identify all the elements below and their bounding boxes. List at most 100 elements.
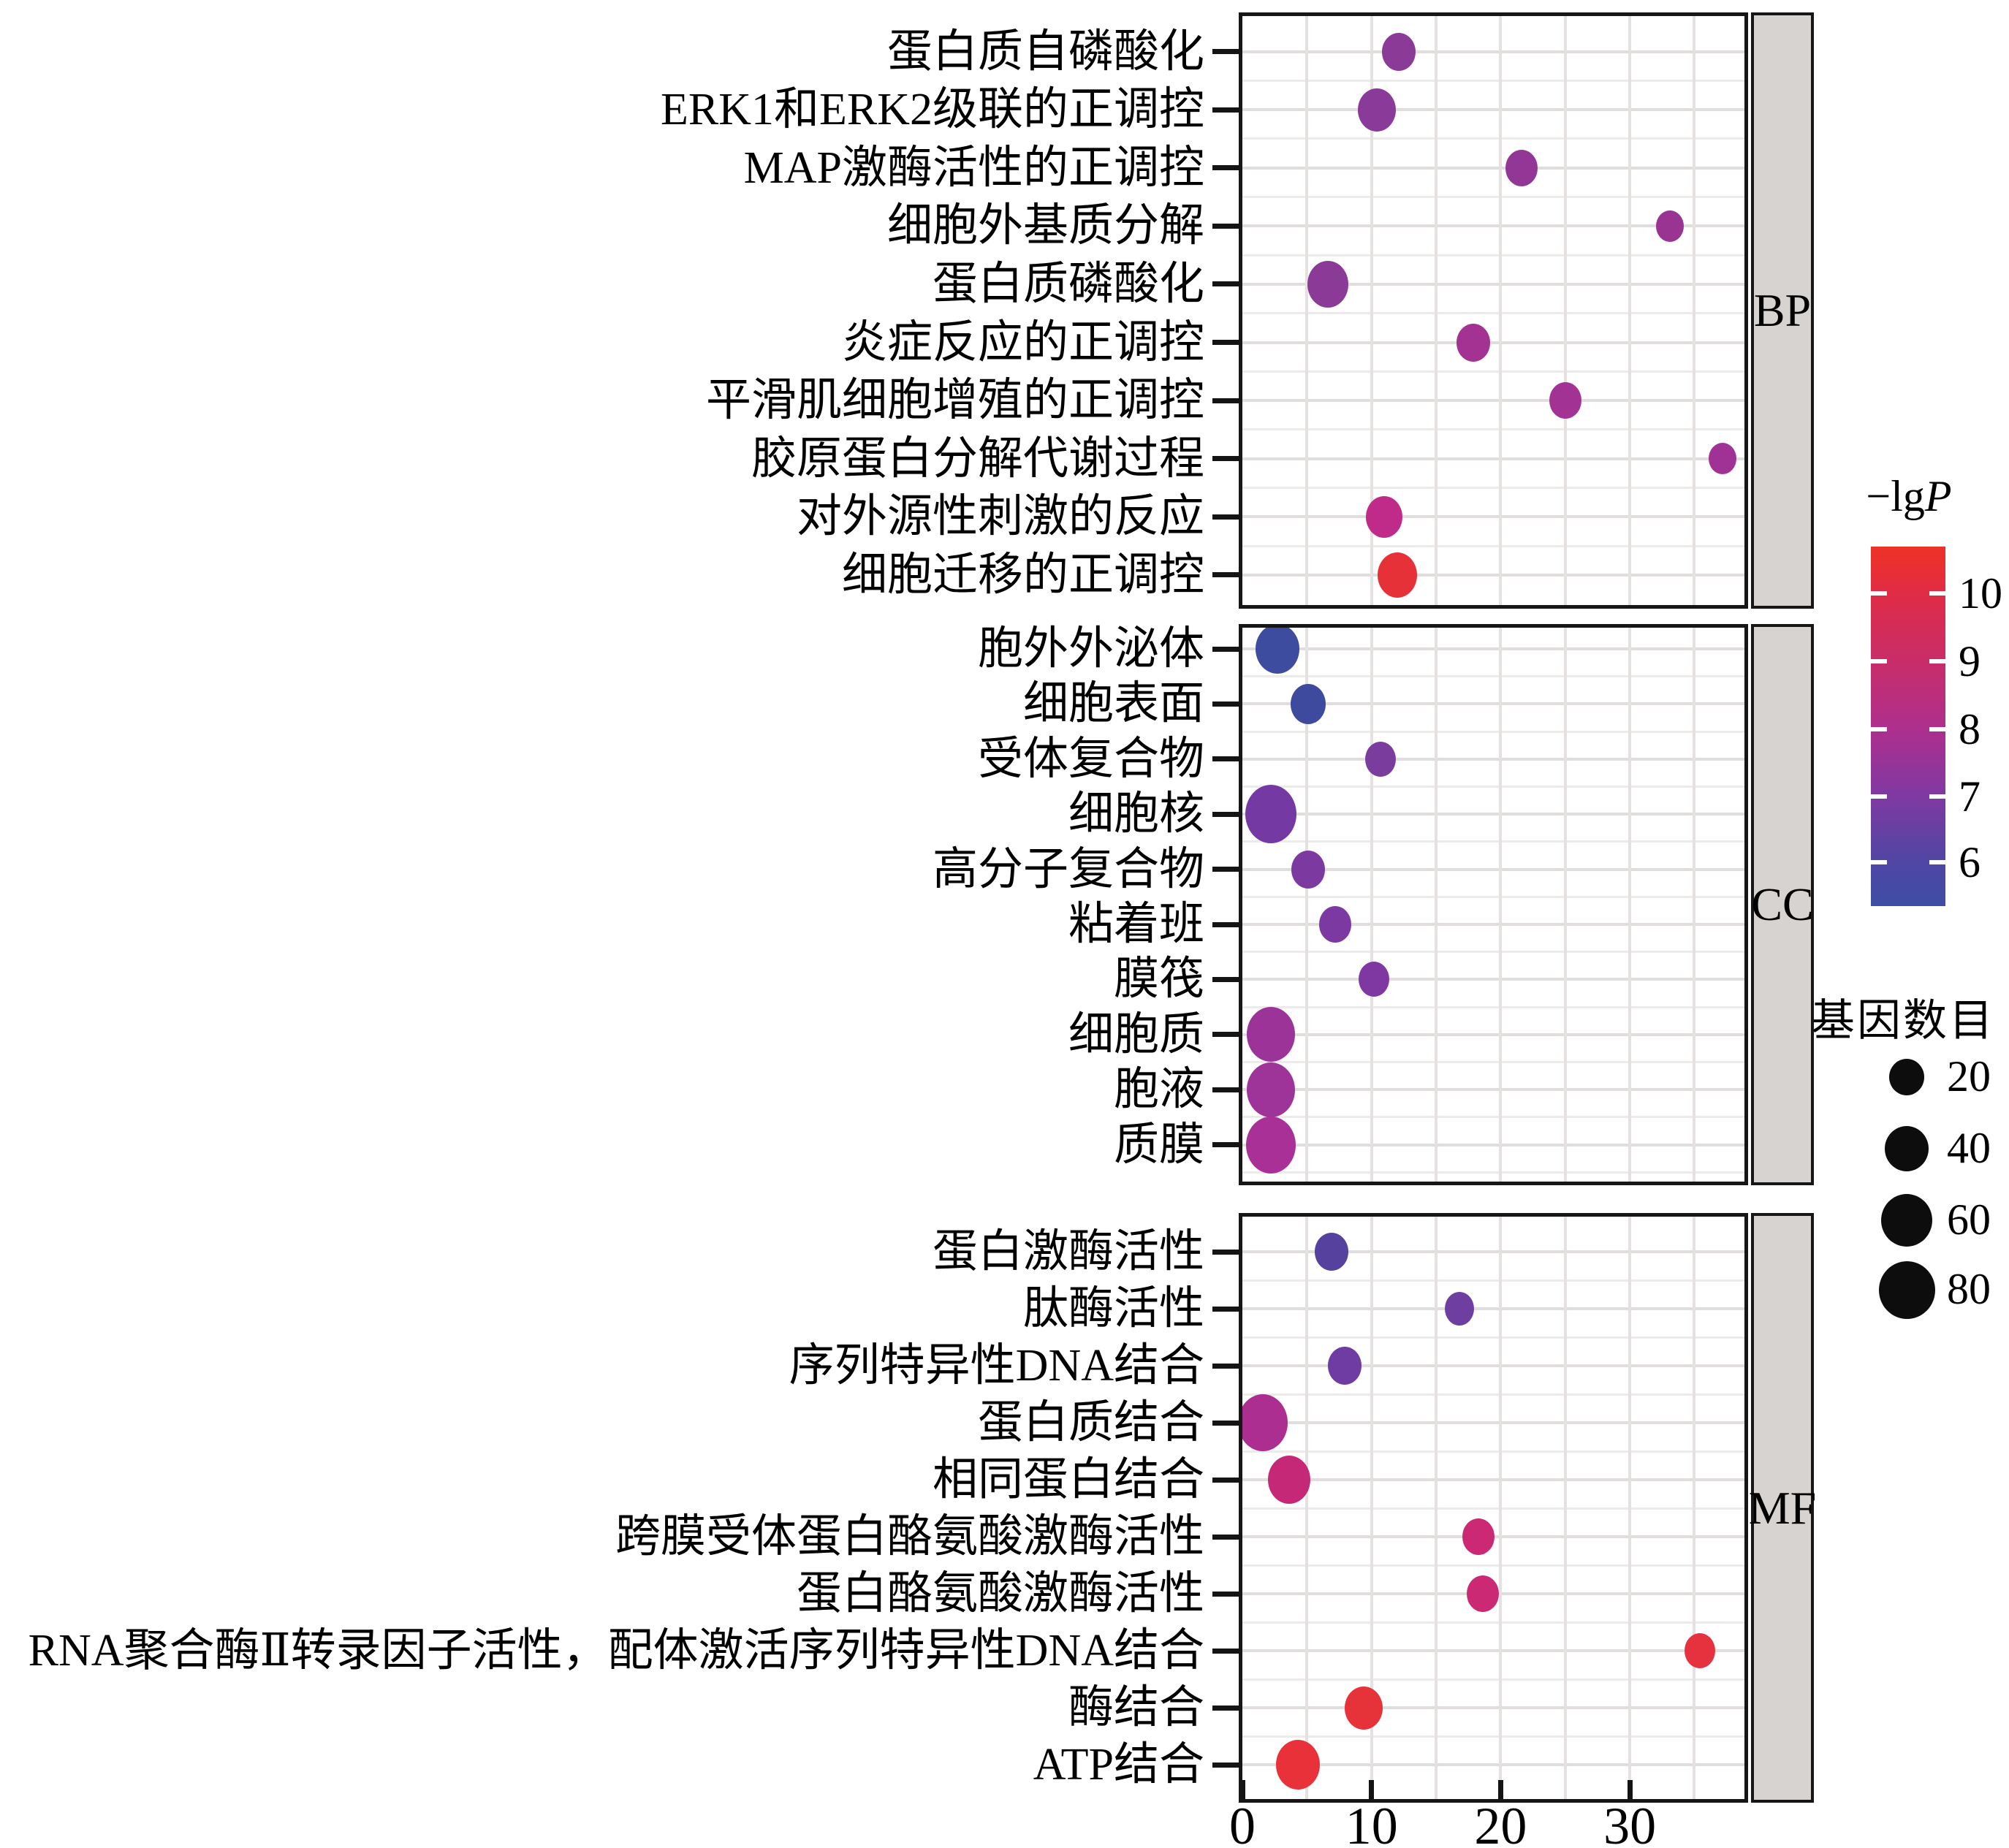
size-legend-dot-60	[1881, 1194, 1932, 1247]
horizontal-gridline	[1242, 1364, 1744, 1367]
horizontal-gridline	[1242, 457, 1744, 460]
data-point-cc-5	[1291, 850, 1326, 889]
vertical-gridline	[1693, 1217, 1696, 1799]
y-axis-tick	[1212, 1306, 1239, 1312]
data-point-bp-3	[1505, 149, 1538, 186]
colorbar-tick-left	[1871, 727, 1887, 731]
row-label-mf-1: 蛋白激酶活性	[932, 1227, 1204, 1277]
y-axis-tick	[1212, 398, 1239, 403]
y-axis-tick	[1212, 1420, 1239, 1426]
y-axis-tick	[1212, 1534, 1239, 1540]
row-label-cc-3: 受体复合物	[977, 734, 1204, 784]
x-axis-tick-label-0: 0	[1229, 1797, 1256, 1848]
data-point-mf-7	[1466, 1575, 1499, 1612]
row-label-mf-8: RNA聚合酶Ⅱ转录因子活性，配体激活序列特异性DNA结合	[28, 1626, 1204, 1676]
x-axis-tick	[1497, 1780, 1503, 1799]
y-axis-tick	[1212, 756, 1239, 762]
horizontal-gridline	[1242, 1033, 1744, 1036]
horizontal-gridline-minor	[1242, 428, 1744, 431]
vertical-gridline	[1370, 1217, 1373, 1799]
y-axis-tick	[1212, 572, 1239, 578]
horizontal-gridline-minor	[1242, 254, 1744, 256]
vertical-gridline	[1305, 16, 1309, 605]
row-label-bp-1: 蛋白质自磷酸化	[886, 26, 1204, 77]
horizontal-gridline	[1242, 1307, 1744, 1310]
colorbar-tick-left	[1871, 794, 1887, 799]
horizontal-gridline	[1242, 978, 1744, 981]
horizontal-gridline	[1242, 1088, 1744, 1092]
row-label-cc-8: 细胞质	[1068, 1009, 1204, 1060]
data-point-cc-10	[1245, 1116, 1296, 1174]
data-point-bp-5	[1307, 260, 1348, 308]
x-axis-tick-label-30: 30	[1603, 1797, 1657, 1848]
x-axis-tick-label-10: 10	[1345, 1797, 1398, 1848]
vertical-gridline	[1563, 628, 1567, 1182]
horizontal-gridline-minor	[1242, 79, 1744, 82]
horizontal-gridline-minor	[1242, 1678, 1744, 1681]
row-label-mf-9: 酶结合	[1068, 1683, 1204, 1733]
y-axis-tick	[1212, 340, 1239, 345]
colorbar-tick-right	[1929, 860, 1945, 864]
facet-strip-bp: BP	[1751, 12, 1814, 609]
colorbar-tick-label-6: 6	[1959, 838, 1980, 886]
horizontal-gridline-minor	[1242, 1564, 1744, 1567]
vertical-gridline	[1499, 1217, 1503, 1799]
horizontal-gridline	[1242, 1143, 1744, 1147]
horizontal-gridline-minor	[1242, 951, 1744, 954]
horizontal-gridline-minor	[1242, 1621, 1744, 1624]
row-label-cc-9: 胞液	[1113, 1065, 1204, 1115]
y-axis-tick	[1212, 701, 1239, 707]
data-point-bp-8	[1709, 443, 1737, 475]
row-label-bp-5: 蛋白质磷酸化	[932, 259, 1204, 309]
row-label-bp-8: 胶原蛋白分解代谢过程	[751, 433, 1204, 484]
horizontal-gridline-minor	[1242, 1450, 1744, 1453]
row-label-bp-7: 平滑肌细胞增殖的正调控	[705, 376, 1204, 426]
colorbar-tick-right	[1929, 794, 1945, 799]
y-axis-tick	[1212, 1762, 1239, 1768]
size-legend-dot-80	[1878, 1260, 1935, 1319]
y-axis-tick	[1212, 976, 1239, 982]
facet-panel-mf	[1239, 1213, 1748, 1803]
horizontal-gridline	[1242, 224, 1744, 228]
y-axis-tick	[1212, 49, 1239, 54]
row-label-mf-6: 跨膜受体蛋白酪氨酸激酶活性	[615, 1512, 1204, 1562]
row-label-mf-2: 肽酶活性	[1022, 1284, 1204, 1334]
horizontal-gridline-minor	[1242, 137, 1744, 140]
colorbar-tick-label-8: 8	[1959, 705, 1980, 753]
y-axis-tick	[1212, 1363, 1239, 1369]
data-point-mf-10	[1275, 1740, 1320, 1790]
row-label-cc-5: 高分子复合物	[932, 844, 1204, 894]
row-label-mf-4: 蛋白质结合	[977, 1398, 1204, 1448]
horizontal-gridline	[1242, 867, 1744, 871]
vertical-gridline	[1370, 628, 1373, 1182]
horizontal-gridline	[1242, 923, 1744, 926]
horizontal-gridline-minor	[1242, 1735, 1744, 1738]
horizontal-gridline-minor	[1242, 840, 1744, 843]
data-point-bp-1	[1381, 32, 1416, 71]
data-point-mf-4	[1242, 1394, 1288, 1451]
vertical-gridline	[1499, 628, 1503, 1182]
data-point-cc-6	[1319, 906, 1352, 943]
horizontal-gridline	[1242, 50, 1744, 53]
row-label-bp-6: 炎症反应的正调控	[841, 317, 1204, 368]
horizontal-gridline	[1242, 702, 1744, 706]
y-axis-tick	[1212, 281, 1239, 287]
row-label-bp-4: 细胞外基质分解	[886, 201, 1204, 251]
y-axis-tick	[1212, 1648, 1239, 1654]
horizontal-gridline-minor	[1242, 312, 1744, 315]
vertical-gridline	[1305, 1217, 1309, 1799]
vertical-gridline	[1435, 16, 1438, 605]
row-label-cc-4: 细胞核	[1068, 789, 1204, 840]
horizontal-gridline	[1242, 515, 1744, 519]
data-point-mf-2	[1444, 1292, 1474, 1326]
color-legend-gradient-bar	[1871, 547, 1945, 906]
data-point-bp-9	[1366, 495, 1403, 538]
y-axis-tick	[1212, 165, 1239, 171]
data-point-mf-6	[1462, 1518, 1495, 1555]
row-label-mf-10: ATP结合	[1033, 1740, 1204, 1790]
horizontal-gridline	[1242, 399, 1744, 403]
color-legend-title: −lgP	[1825, 471, 1993, 522]
horizontal-gridline-minor	[1242, 1171, 1744, 1174]
horizontal-gridline-minor	[1242, 1336, 1744, 1339]
